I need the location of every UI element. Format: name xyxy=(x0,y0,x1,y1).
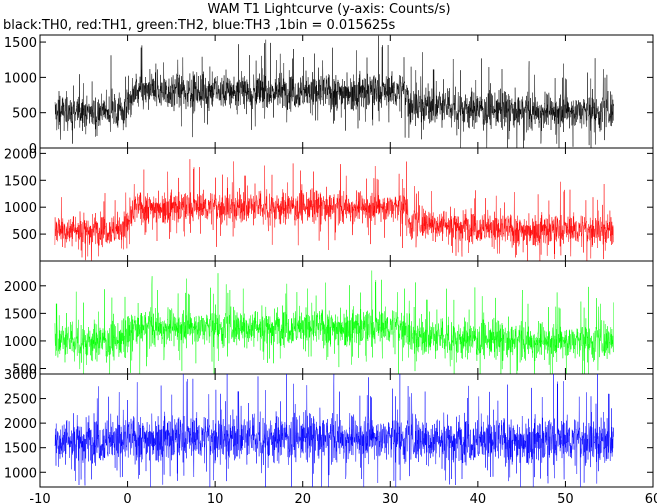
y-tick-label: 2000 xyxy=(4,280,37,295)
y-tick-label: 3000 xyxy=(4,368,37,383)
series-line-th3 xyxy=(54,374,614,487)
panel-th1: 500 1000 1500 2000 xyxy=(4,147,654,262)
x-tick-label: 10 xyxy=(207,492,224,504)
y-tick-label: 1500 xyxy=(4,442,37,457)
y-tick-label: 1500 xyxy=(4,307,37,322)
series-line-th2 xyxy=(54,270,614,374)
panel-th0: 0 500 1000 1500 xyxy=(4,34,654,157)
x-tick-label: 60 xyxy=(645,492,657,504)
series-line-th1 xyxy=(54,159,614,261)
y-tick-label: 0 xyxy=(29,142,37,157)
panel-th3: 1000 1500 2000 2500 3000 xyxy=(4,368,654,488)
x-tick-label: 40 xyxy=(470,492,487,504)
chart-subtitle: black:TH0, red:TH1, green:TH2, blue:TH3 … xyxy=(3,18,396,33)
panel-th2: 500 1000 1500 2000 xyxy=(4,260,654,377)
y-tick-label: 2500 xyxy=(4,393,37,408)
y-tick-label: 1000 xyxy=(4,71,37,86)
x-tick-label: 30 xyxy=(382,492,399,504)
chart-title: WAM T1 Lightcurve (y-axis: Counts/s) xyxy=(207,2,450,17)
panels-group: 0 500 1000 1500 500 1000 1500 2000 500 1000 1500 20… xyxy=(4,34,654,488)
x-axis: -10 0 10 20 30 40 50 60 xyxy=(29,492,657,504)
x-tick-label: 0 xyxy=(123,492,131,504)
x-tick-label: 20 xyxy=(294,492,311,504)
y-tick-label: 2000 xyxy=(4,417,37,432)
y-tick-label: 1500 xyxy=(4,36,37,51)
y-tick-label: 500 xyxy=(12,107,37,122)
y-tick-label: 1000 xyxy=(4,466,37,481)
y-tick-label: 500 xyxy=(12,228,37,243)
y-tick-label: 500 xyxy=(12,362,37,377)
y-tick-label: 1000 xyxy=(4,335,37,350)
y-tick-label: 1500 xyxy=(4,174,37,189)
x-tick-label: -10 xyxy=(29,492,50,504)
x-tick-label: 50 xyxy=(557,492,574,504)
series-line-th0 xyxy=(54,35,614,148)
y-tick-label: 1000 xyxy=(4,201,37,216)
y-tick-label: 2000 xyxy=(4,147,37,162)
